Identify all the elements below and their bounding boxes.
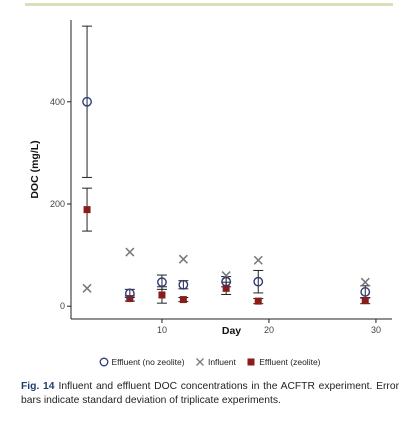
- data-point-effluent-zeolite: [158, 291, 166, 299]
- data-point-effluent-zeolite: [126, 295, 134, 303]
- data-point-influent: [125, 247, 135, 257]
- top-rule: [25, 3, 393, 6]
- data-point-influent: [178, 254, 188, 264]
- data-point-effluent-zeolite: [222, 284, 230, 292]
- x-tick-label: 30: [371, 325, 381, 335]
- caption-text: Influent and effluent DOC concentrations…: [21, 381, 399, 406]
- y-axis-title: DOC (mg/L): [29, 140, 41, 198]
- cross-icon: [196, 358, 204, 366]
- data-point-effluent-no-zeolite: [124, 288, 135, 299]
- data-point-influent: [360, 277, 370, 287]
- legend-label: Effluent (no zeolite): [111, 357, 185, 367]
- y-tick-label: 0: [60, 301, 65, 311]
- y-tick-label: 400: [50, 97, 65, 107]
- chart-axes: 0 200 400 10 20 30: [50, 20, 392, 335]
- legend-label: Influent: [207, 357, 236, 367]
- doc-chart: 0 200 400 10 20 30 Day DOC (mg/L): [29, 20, 392, 337]
- data-point-effluent-zeolite: [179, 296, 187, 304]
- legend-item-effluent-zeolite: Effluent (zeolite): [246, 357, 321, 367]
- x-tick-label: 20: [264, 325, 274, 335]
- data-point-effluent-no-zeolite: [82, 96, 92, 107]
- x-tick-label: 10: [157, 325, 167, 335]
- data-point-effluent-no-zeolite: [253, 276, 264, 287]
- y-tick-label: 200: [50, 199, 65, 209]
- data-point-influent: [253, 255, 263, 265]
- x-axis-title: Day: [222, 325, 241, 337]
- open-circle-icon: [99, 357, 108, 367]
- figure-label: Fig. 14: [21, 381, 55, 392]
- data-point-effluent-no-zeolite: [360, 287, 371, 297]
- data-point-effluent-zeolite: [254, 297, 262, 305]
- filled-square-icon: [247, 358, 255, 366]
- legend-item-effluent-no-zeolite: Effluent (no zeolite): [99, 357, 185, 367]
- legend-label: Effluent (zeolite): [259, 357, 321, 367]
- data-point-effluent-no-zeolite: [157, 277, 167, 288]
- legend-item-influent: Influent: [195, 357, 236, 367]
- figure-caption: Fig. 14 Influent and effluent DOC concent…: [21, 380, 399, 408]
- data-point-influent: [82, 283, 92, 293]
- data-marks: [82, 96, 371, 305]
- legend: Effluent (no zeolite) Influent Effluent …: [0, 357, 419, 369]
- data-point-effluent-zeolite: [361, 297, 369, 305]
- data-point-effluent-no-zeolite: [221, 276, 232, 287]
- data-point-effluent-zeolite: [83, 206, 91, 214]
- error-bars: [82, 25, 371, 305]
- data-point-effluent-no-zeolite: [178, 279, 189, 290]
